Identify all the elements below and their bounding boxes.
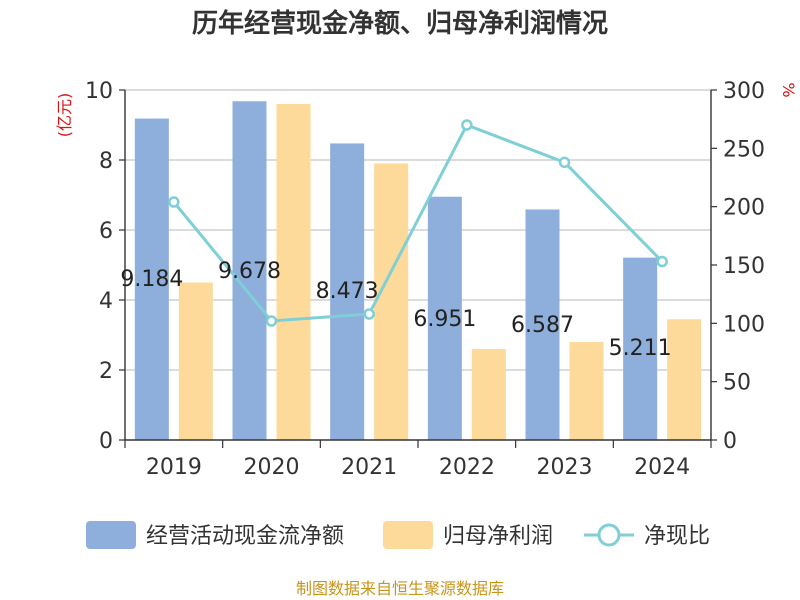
bar-cashflow[interactable]	[134, 118, 169, 440]
ratio-point[interactable]	[265, 315, 278, 327]
y-left-unit: (亿元)	[55, 93, 74, 138]
bar-cashflow[interactable]	[427, 196, 462, 440]
chart-title: 历年经营现金净额、归母净利润情况	[192, 8, 608, 39]
x-tick-label: 2021	[341, 455, 397, 480]
data-label: 6.951	[413, 307, 476, 332]
y-left-tick-label: 8	[99, 149, 113, 174]
bar-cashflow[interactable]	[232, 101, 267, 441]
legend-label-ratio[interactable]: 净现比	[644, 524, 710, 549]
data-label: 8.473	[316, 279, 379, 304]
y-right-tick-label: 0	[723, 429, 737, 454]
bar-cashflow[interactable]	[525, 209, 560, 440]
data-labels: 9.184 9.678 8.473 6.951 6.587 5.211	[120, 259, 671, 361]
bar-profit[interactable]	[276, 104, 311, 440]
y-right-tick-label: 100	[723, 312, 765, 337]
x-tick-label: 2022	[439, 455, 495, 480]
bar-profit[interactable]	[178, 282, 213, 441]
y-right-tick-label: 300	[723, 79, 765, 104]
x-tick-label: 2020	[244, 455, 300, 480]
ratio-point[interactable]	[558, 156, 571, 169]
legend-label-cashflow[interactable]: 经营活动现金流净额	[146, 524, 344, 549]
x-tick-label: 2023	[537, 455, 593, 480]
data-label: 9.678	[218, 259, 281, 284]
bar-profit[interactable]	[374, 163, 409, 441]
bar-cashflow[interactable]	[623, 257, 658, 440]
y-right-unit: %	[779, 82, 798, 97]
y-right-tick-label: 250	[723, 137, 765, 162]
ratio-point[interactable]	[363, 308, 375, 320]
ratio-point[interactable]	[656, 255, 668, 268]
legend-label-profit[interactable]: 归母净利润	[443, 524, 553, 549]
ratio-point[interactable]	[461, 119, 473, 131]
y-left-tick-label: 2	[99, 359, 113, 384]
bars	[134, 101, 702, 441]
legend: 经营活动现金流净额 归母净利润 净现比	[86, 521, 710, 549]
y-right-tick-label: 50	[723, 371, 751, 396]
ratio-point[interactable]	[168, 196, 180, 208]
bar-cashflow[interactable]	[330, 143, 365, 440]
ratio-line-path	[172, 123, 664, 323]
bar-profit[interactable]	[569, 342, 604, 440]
x-tick-label: 2019	[146, 455, 202, 480]
y-left-tick-label: 4	[99, 289, 113, 314]
y-left-tick-label: 0	[99, 429, 113, 454]
legend-swatch-profit[interactable]	[383, 521, 433, 549]
y-left-tick-label: 10	[85, 79, 113, 104]
y-left-tick-label: 6	[99, 219, 113, 244]
legend-marker-ratio[interactable]	[597, 523, 621, 547]
data-label: 5.211	[609, 336, 672, 361]
y-right-tick-label: 150	[723, 254, 765, 279]
data-label: 9.184	[120, 267, 183, 292]
legend-swatch-cashflow[interactable]	[86, 521, 136, 549]
gridlines	[125, 89, 711, 371]
bar-profit[interactable]	[471, 349, 506, 440]
bar-profit[interactable]	[667, 319, 702, 440]
x-tick-label: 2024	[634, 455, 690, 480]
ratio-line	[168, 119, 668, 327]
data-label: 6.587	[511, 313, 574, 338]
y-right-tick-label: 200	[723, 196, 765, 221]
source-note: 制图数据来自恒生聚源数据库	[296, 579, 504, 598]
